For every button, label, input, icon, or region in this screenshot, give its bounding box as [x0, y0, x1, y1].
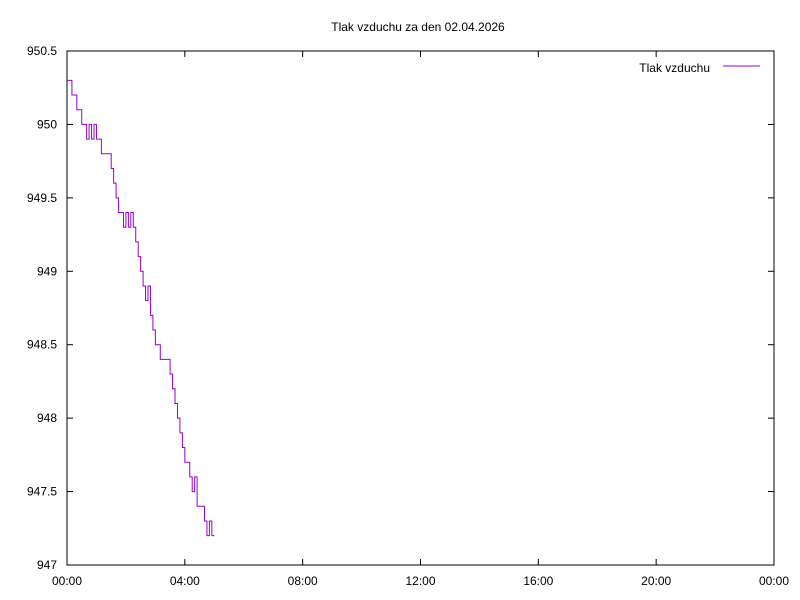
plot-area-border	[66, 50, 775, 566]
y-tick-label: 947	[37, 558, 57, 572]
legend: Tlak vzduchu	[639, 61, 760, 75]
x-tick-label: 16:00	[523, 574, 553, 588]
x-tick-label: 04:00	[170, 574, 200, 588]
x-tick-label: 00:00	[52, 574, 82, 588]
series-line-tlak-vzduchu	[67, 79, 215, 537]
x-tick-label: 12:00	[405, 574, 435, 588]
x-tick-label: 20:00	[641, 574, 671, 588]
y-tick-label: 949.5	[27, 191, 57, 205]
y-tick-label: 948.5	[27, 338, 57, 352]
y-tick-label: 950	[37, 117, 57, 131]
x-tick-label: 00:00	[759, 574, 789, 588]
y-tick-label: 947.5	[27, 485, 57, 499]
y-tick-label: 949	[37, 264, 57, 278]
y-tick-label: 950.5	[27, 44, 57, 58]
chart-title: Tlak vzduchu za den 02.04.2026	[331, 20, 505, 34]
x-tick-label: 08:00	[288, 574, 318, 588]
legend-label: Tlak vzduchu	[639, 61, 710, 75]
y-tick-label: 948	[37, 411, 57, 425]
